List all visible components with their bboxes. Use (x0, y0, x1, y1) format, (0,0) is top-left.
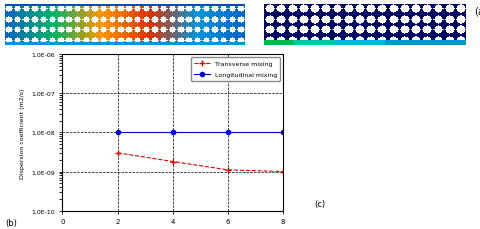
Longitudinal mixing (280, 131, 286, 134)
Y-axis label: Dispersion coefficient (m2/s): Dispersion coefficient (m2/s) (21, 88, 25, 178)
Transverse mixing (170, 161, 176, 163)
Longitudinal mixing (225, 131, 231, 134)
Text: (a): (a) (474, 7, 480, 16)
Text: (c): (c) (314, 199, 325, 208)
Line: Longitudinal mixing: Longitudinal mixing (116, 131, 285, 135)
Transverse mixing (225, 169, 231, 172)
Text: (b): (b) (5, 218, 17, 227)
Legend: Transverse mixing, Longitudinal mixing: Transverse mixing, Longitudinal mixing (191, 58, 280, 81)
Transverse mixing (115, 152, 120, 155)
Transverse mixing (280, 170, 286, 173)
Longitudinal mixing (115, 131, 120, 134)
Line: Transverse mixing: Transverse mixing (114, 150, 287, 175)
Longitudinal mixing (170, 131, 176, 134)
